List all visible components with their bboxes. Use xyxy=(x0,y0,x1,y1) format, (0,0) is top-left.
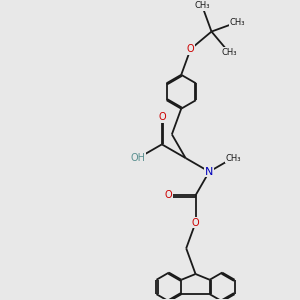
Text: O: O xyxy=(187,44,194,54)
Text: O: O xyxy=(158,112,166,122)
Text: CH₃: CH₃ xyxy=(194,2,210,10)
Text: CH₃: CH₃ xyxy=(221,48,237,57)
Text: O: O xyxy=(192,218,200,228)
Text: OH: OH xyxy=(131,153,146,163)
Text: N: N xyxy=(205,167,213,177)
Text: O: O xyxy=(164,190,172,200)
Text: CH₃: CH₃ xyxy=(230,18,245,27)
Text: CH₃: CH₃ xyxy=(225,154,241,163)
